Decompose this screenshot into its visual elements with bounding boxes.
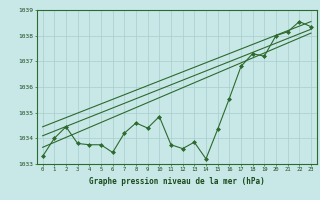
X-axis label: Graphe pression niveau de la mer (hPa): Graphe pression niveau de la mer (hPa): [89, 177, 265, 186]
